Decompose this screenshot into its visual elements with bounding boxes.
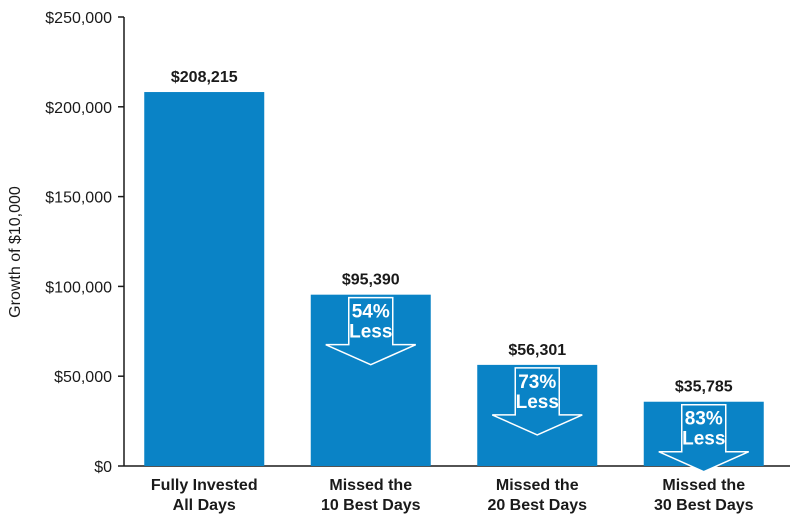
y-tick-label: $0 (94, 459, 112, 476)
category-labels: $208,215 Fully Invested All Days $95,390 Mis… (151, 69, 754, 514)
down-arrow-icon (325, 296, 417, 366)
y-axis-label: Growth of $10,000 (7, 186, 24, 318)
x-category-label: 20 Best Days (487, 497, 587, 514)
x-category-label: Missed the (329, 477, 412, 494)
down-arrow-icon (491, 367, 583, 436)
down-arrow-icon (658, 403, 750, 473)
x-category-label: Missed the (496, 477, 579, 494)
bar-value-label: $35,785 (675, 379, 733, 396)
arrow-annotation-text: 73% (518, 372, 556, 393)
arrow-annotation-text: Less (682, 429, 725, 450)
arrow-annotation-text: 83% (685, 409, 723, 430)
arrow-annotation-text: Less (516, 392, 559, 413)
y-tick-label: $50,000 (54, 369, 112, 386)
x-category-label: 10 Best Days (321, 497, 421, 514)
y-tick-label: $150,000 (45, 190, 112, 207)
bar-value-label: $95,390 (342, 272, 400, 289)
arrow-annotation-text: 54% (352, 302, 390, 323)
x-category-label: Missed the (662, 477, 745, 494)
bars (144, 92, 764, 473)
bar (144, 92, 265, 466)
bar-value-label: $208,215 (171, 69, 238, 86)
x-category-label: Fully Invested (151, 477, 258, 494)
y-tick-label: $200,000 (45, 100, 112, 117)
x-category-label: 30 Best Days (654, 497, 754, 514)
y-tick-label: $250,000 (45, 10, 112, 27)
x-category-label: All Days (173, 497, 236, 514)
bar-value-label: $56,301 (508, 342, 566, 359)
arrow-annotation-text: Less (349, 322, 392, 343)
y-tick-label: $100,000 (45, 279, 112, 296)
